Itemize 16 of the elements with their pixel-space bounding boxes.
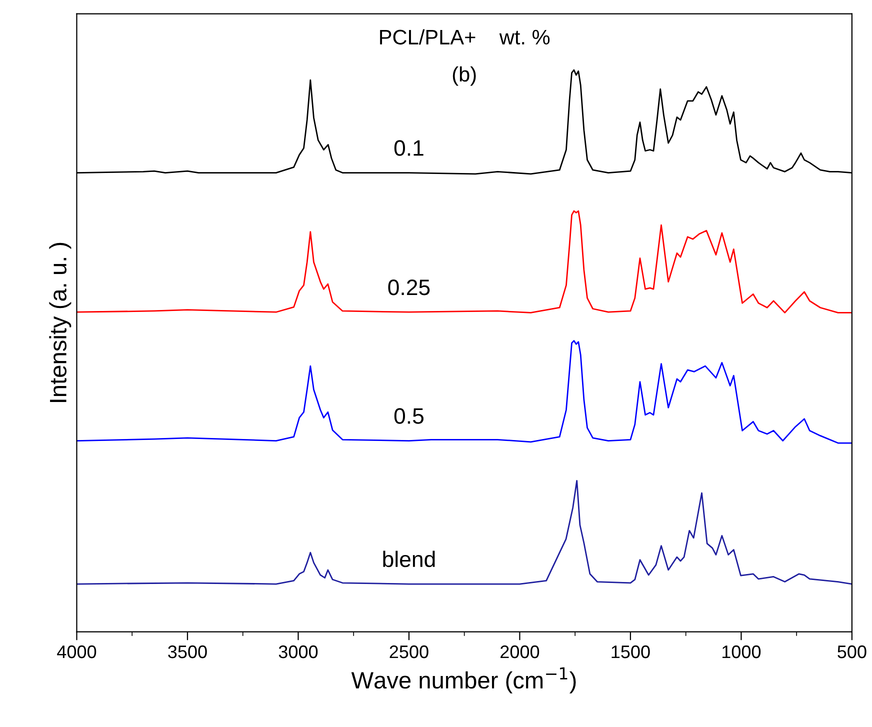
y-axis-title: Intensity (a. u. ): [49, 242, 72, 402]
x-tick-label: 2500: [390, 645, 428, 658]
x-tick-label: 1500: [612, 645, 650, 658]
x-tick-label: 1000: [722, 645, 761, 658]
series-label: 0.1: [394, 140, 424, 156]
series-label: 0.25: [388, 279, 430, 296]
x-tick-label: 500: [838, 645, 866, 658]
x-tick-label: 2000: [500, 645, 540, 658]
chart-title: PCL/PLA+ wt. %: [380, 29, 550, 45]
annotation: (b): [452, 66, 476, 86]
x-tick-label: 3500: [168, 645, 207, 658]
x-tick-label: 4000: [57, 645, 96, 658]
series-label: blend: [383, 550, 435, 568]
x-tick-label: 3000: [278, 645, 318, 658]
x-axis-title: Wave number (cm$^{−1}$): [351, 667, 576, 694]
series-label: 0.5: [394, 408, 424, 424]
